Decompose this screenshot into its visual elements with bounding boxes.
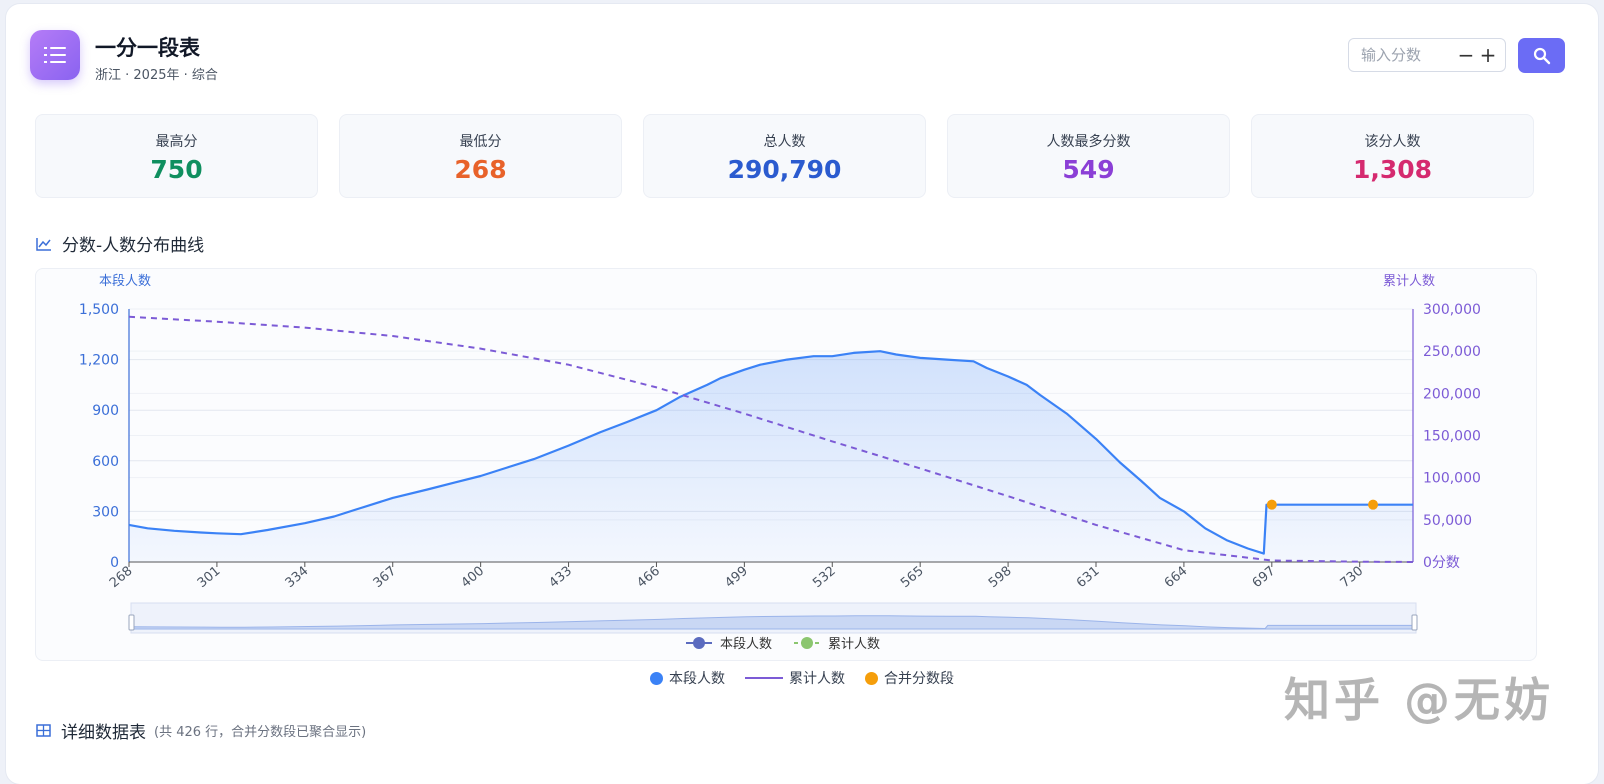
legend-marker-segment xyxy=(693,637,705,649)
score-input[interactable] xyxy=(1359,45,1455,65)
orange-dot-icon xyxy=(865,671,878,685)
watermark: 知乎 @无妨 xyxy=(1284,673,1555,727)
x-tick-label: 565 xyxy=(898,564,927,591)
y-left-label: 本段人数 xyxy=(99,274,151,289)
y-left-tick: 900 xyxy=(92,403,119,419)
x-tick-label: 499 xyxy=(722,564,751,591)
y-right-tick: 0分数 xyxy=(1423,555,1460,571)
stat-label: 最高分 xyxy=(155,134,198,150)
decrement-button[interactable]: − xyxy=(1457,43,1475,67)
x-tick-label: 367 xyxy=(371,564,400,591)
stat-value: 268 xyxy=(454,155,507,184)
x-tick-label: 532 xyxy=(810,564,839,591)
chart-legend: 本段人数 累计人数 合并分数段 xyxy=(0,668,1604,688)
stat-label: 人数最多分数 xyxy=(1046,134,1131,150)
legend-item-merged[interactable]: 合并分数段 xyxy=(865,668,954,688)
legend-item-cumulative[interactable]: 累计人数 xyxy=(745,668,845,688)
zoom-slider-preview xyxy=(132,615,1415,630)
stat-card-0: 最高分 750 xyxy=(35,114,318,198)
y-left-tick: 1,500 xyxy=(79,302,119,318)
y-right-label: 累计人数 xyxy=(1383,274,1435,289)
table-section-note: (共 426 行，合并分数段已聚合显示) xyxy=(154,725,367,740)
stat-card-3: 人数最多分数 549 xyxy=(947,114,1230,198)
stat-value: 750 xyxy=(150,155,203,184)
stat-label: 该分人数 xyxy=(1364,134,1421,150)
chart-section-title: 分数-人数分布曲线 xyxy=(36,231,204,256)
zoom-handle-right[interactable] xyxy=(1411,614,1418,631)
y-right-tick: 50,000 xyxy=(1423,513,1472,529)
zoom-handle-left[interactable] xyxy=(128,614,135,631)
y-right-tick: 150,000 xyxy=(1423,429,1481,445)
stat-value: 549 xyxy=(1062,155,1115,184)
merged-point xyxy=(1266,499,1277,510)
stat-card-4: 该分人数 1,308 xyxy=(1251,114,1534,198)
page-title: 一分一段表 xyxy=(95,36,200,60)
stat-card-2: 总人数 290,790 xyxy=(643,114,926,198)
x-tick-label: 664 xyxy=(1162,564,1191,591)
x-tick-label: 598 xyxy=(986,564,1015,591)
y-left-tick: 0 xyxy=(110,555,119,571)
x-tick-label: 697 xyxy=(1250,564,1279,591)
segment-line xyxy=(128,350,1413,555)
stat-value: 290,790 xyxy=(727,155,842,184)
table-icon xyxy=(36,724,51,737)
distribution-chart: 0 300 600 900 1,200 1,500 0分数 50,000 100,000 150,… xyxy=(79,274,1481,652)
y-right-tick: 100,000 xyxy=(1423,471,1481,487)
legend-marker-cumulative xyxy=(801,637,813,649)
x-tick-label: 466 xyxy=(634,564,663,591)
y-left-tick: 300 xyxy=(92,504,119,520)
list-icon xyxy=(30,30,80,80)
chart-section-label: 分数-人数分布曲线 xyxy=(62,236,205,256)
stat-label: 最低分 xyxy=(459,134,502,150)
line-chart-icon xyxy=(36,237,51,251)
segment-area xyxy=(129,351,1413,562)
y-left-tick: 600 xyxy=(92,454,119,470)
x-tick-label: 301 xyxy=(195,564,224,591)
score-stepper: − + xyxy=(1348,38,1506,72)
blue-dot-icon xyxy=(650,671,663,685)
y-right-tick: 300,000 xyxy=(1423,302,1481,318)
x-tick-label: 334 xyxy=(283,564,312,591)
cumulative-line xyxy=(128,315,1414,563)
legend-label-segment: 本段人数 xyxy=(720,637,772,652)
stat-value: 1,308 xyxy=(1352,155,1433,184)
x-tick-label: 631 xyxy=(1074,564,1103,591)
y-right-tick: 200,000 xyxy=(1423,386,1481,402)
y-left-tick: 1,200 xyxy=(79,353,119,369)
stat-card-1: 最低分 268 xyxy=(339,114,622,198)
page-subtitle: 浙江 · 2025年 · 综合 xyxy=(95,68,218,83)
x-tick-label: 730 xyxy=(1338,564,1367,591)
x-tick-label: 433 xyxy=(546,564,575,591)
search-icon xyxy=(1533,47,1550,64)
x-tick-label: 400 xyxy=(459,564,488,591)
stat-label: 总人数 xyxy=(763,134,806,150)
line-swatch-icon xyxy=(745,677,783,679)
table-section-label: 详细数据表 xyxy=(61,723,146,743)
merged-point xyxy=(1368,499,1379,510)
y-right-tick: 250,000 xyxy=(1423,344,1481,360)
legend-item-segment[interactable]: 本段人数 xyxy=(650,668,725,688)
chart-card: 0 300 600 900 1,200 1,500 0分数 50,000 100,000 150,… xyxy=(35,268,1537,661)
table-section-title: 详细数据表 (共 426 行，合并分数段已聚合显示) xyxy=(36,718,366,743)
increment-button[interactable]: + xyxy=(1479,43,1497,67)
legend-label-cumulative: 累计人数 xyxy=(828,637,880,652)
search-button[interactable] xyxy=(1518,38,1565,73)
